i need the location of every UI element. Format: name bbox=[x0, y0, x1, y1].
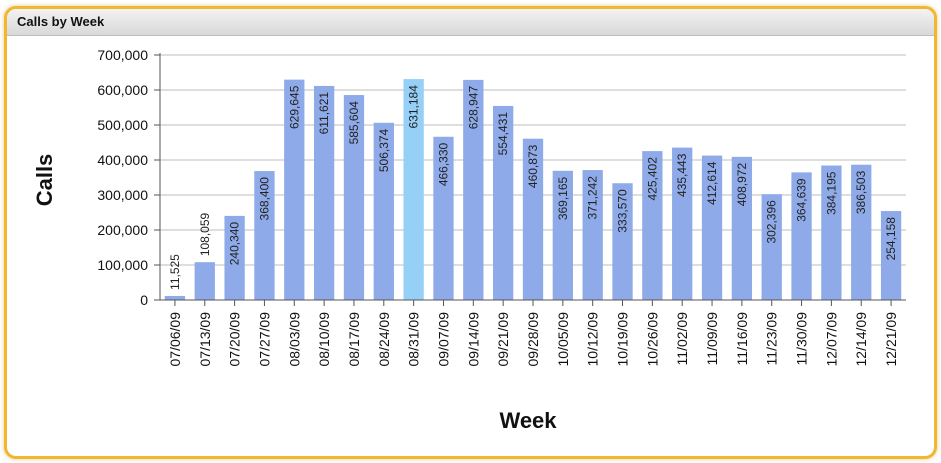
y-tick-label: 500,000 bbox=[97, 117, 148, 133]
x-tick-label: 11/30/09 bbox=[794, 312, 810, 366]
bar-value-label: 631,184 bbox=[407, 85, 421, 129]
x-tick-label: 08/03/09 bbox=[286, 312, 302, 367]
bar[interactable] bbox=[313, 85, 335, 300]
bar-value-label: 425,402 bbox=[645, 157, 659, 201]
x-tick-label: 09/14/09 bbox=[465, 312, 481, 367]
x-tick-label: 08/31/09 bbox=[406, 312, 422, 367]
bar[interactable] bbox=[254, 171, 275, 300]
bar[interactable] bbox=[403, 79, 424, 300]
bar-value-label: 435,443 bbox=[675, 153, 689, 197]
bar[interactable] bbox=[791, 172, 812, 300]
bar-value-label: 11,525 bbox=[168, 254, 182, 290]
bar-value-label: 408,972 bbox=[735, 163, 749, 207]
x-tick-label: 11/23/09 bbox=[764, 312, 780, 366]
x-tick-label: 11/09/09 bbox=[704, 312, 720, 366]
bar[interactable] bbox=[701, 155, 723, 300]
panel-title: Calls by Week bbox=[7, 9, 934, 36]
bar-value-label: 386,503 bbox=[854, 170, 868, 214]
bars bbox=[164, 79, 902, 300]
bar[interactable] bbox=[493, 105, 514, 300]
bar-value-label: 585,604 bbox=[347, 101, 361, 145]
y-tick-label: 700,000 bbox=[97, 47, 148, 63]
y-axis-ticks: 0 100,000 200,000 300,000 400,000 500,000 600,… bbox=[97, 47, 160, 308]
bar-value-label: 628,947 bbox=[466, 86, 480, 130]
bar-value-label: 384,195 bbox=[824, 171, 838, 215]
x-axis-title: Week bbox=[499, 408, 557, 433]
bar[interactable] bbox=[284, 79, 305, 300]
x-tick-label: 09/28/09 bbox=[525, 312, 541, 367]
bar[interactable] bbox=[851, 164, 872, 300]
bar[interactable] bbox=[463, 79, 484, 300]
y-tick-label: 0 bbox=[140, 292, 148, 308]
bar-value-label: 611,621 bbox=[317, 92, 331, 135]
x-tick-label: 07/13/09 bbox=[197, 312, 213, 367]
bar-value-label: 460,873 bbox=[526, 144, 540, 188]
y-axis-title: Calls bbox=[32, 154, 57, 207]
x-tick-label: 09/07/09 bbox=[435, 312, 451, 367]
y-tick-label: 600,000 bbox=[97, 82, 148, 98]
x-tick-label: 10/19/09 bbox=[615, 312, 631, 367]
x-tick-label: 10/26/09 bbox=[644, 312, 660, 367]
bar-value-label: 466,330 bbox=[436, 142, 450, 186]
bar-value-label: 371,242 bbox=[586, 176, 600, 220]
bar-value-label: 333,570 bbox=[616, 189, 630, 233]
bar[interactable] bbox=[731, 156, 753, 300]
bar-value-label: 506,374 bbox=[377, 128, 391, 172]
bar-value-label: 254,158 bbox=[884, 217, 898, 261]
x-tick-label: 12/21/09 bbox=[883, 312, 899, 367]
bar[interactable] bbox=[433, 136, 454, 300]
bar-value-labels: 11,525 108,059 240,340 368,400 629,645 611,62… bbox=[168, 85, 898, 290]
bar[interactable] bbox=[642, 151, 663, 300]
bar-value-label: 364,639 bbox=[795, 178, 809, 222]
bar[interactable] bbox=[522, 138, 544, 300]
bar[interactable] bbox=[880, 211, 902, 300]
bar-value-label: 412,614 bbox=[705, 161, 719, 205]
x-tick-label: 07/06/09 bbox=[167, 312, 183, 367]
bar[interactable] bbox=[821, 165, 842, 300]
bar-value-label: 302,396 bbox=[765, 200, 779, 244]
y-tick-label: 400,000 bbox=[97, 152, 148, 168]
bar[interactable] bbox=[373, 122, 394, 300]
bar[interactable] bbox=[343, 95, 365, 300]
bar[interactable] bbox=[761, 194, 782, 300]
x-tick-label: 10/05/09 bbox=[555, 312, 571, 367]
bar-value-label: 368,400 bbox=[257, 177, 271, 221]
bar[interactable] bbox=[582, 170, 603, 300]
y-tick-label: 300,000 bbox=[97, 187, 148, 203]
x-tick-label: 08/24/09 bbox=[376, 312, 392, 367]
x-tick-label: 11/02/09 bbox=[674, 312, 690, 366]
x-tick-label: 07/27/09 bbox=[256, 312, 272, 367]
bar[interactable] bbox=[552, 170, 573, 300]
x-tick-label: 08/10/09 bbox=[316, 312, 332, 367]
y-tick-label: 200,000 bbox=[97, 222, 148, 238]
bar[interactable] bbox=[194, 262, 215, 300]
y-tick-label: 100,000 bbox=[97, 257, 148, 273]
x-tick-label: 11/16/09 bbox=[734, 312, 750, 366]
x-tick-label: 10/12/09 bbox=[585, 312, 601, 367]
bar-value-label: 629,645 bbox=[287, 85, 301, 129]
bar[interactable] bbox=[612, 183, 633, 300]
bar-value-label: 369,165 bbox=[556, 176, 570, 220]
bar[interactable] bbox=[224, 215, 245, 300]
bar-value-label: 554,431 bbox=[496, 112, 510, 156]
x-tick-label: 12/07/09 bbox=[823, 312, 839, 367]
x-axis-ticks: 07/06/09 07/13/09 07/20/09 07/27/09 08/03/09… bbox=[167, 300, 899, 367]
x-tick-label: 07/20/09 bbox=[227, 312, 243, 367]
bar[interactable] bbox=[164, 295, 186, 300]
x-tick-label: 12/14/09 bbox=[853, 312, 869, 367]
bar-value-label: 240,340 bbox=[228, 222, 242, 266]
bar[interactable] bbox=[672, 147, 693, 300]
x-tick-label: 08/17/09 bbox=[346, 312, 362, 367]
bar-value-label: 108,059 bbox=[198, 212, 212, 256]
x-tick-label: 09/21/09 bbox=[495, 312, 511, 367]
